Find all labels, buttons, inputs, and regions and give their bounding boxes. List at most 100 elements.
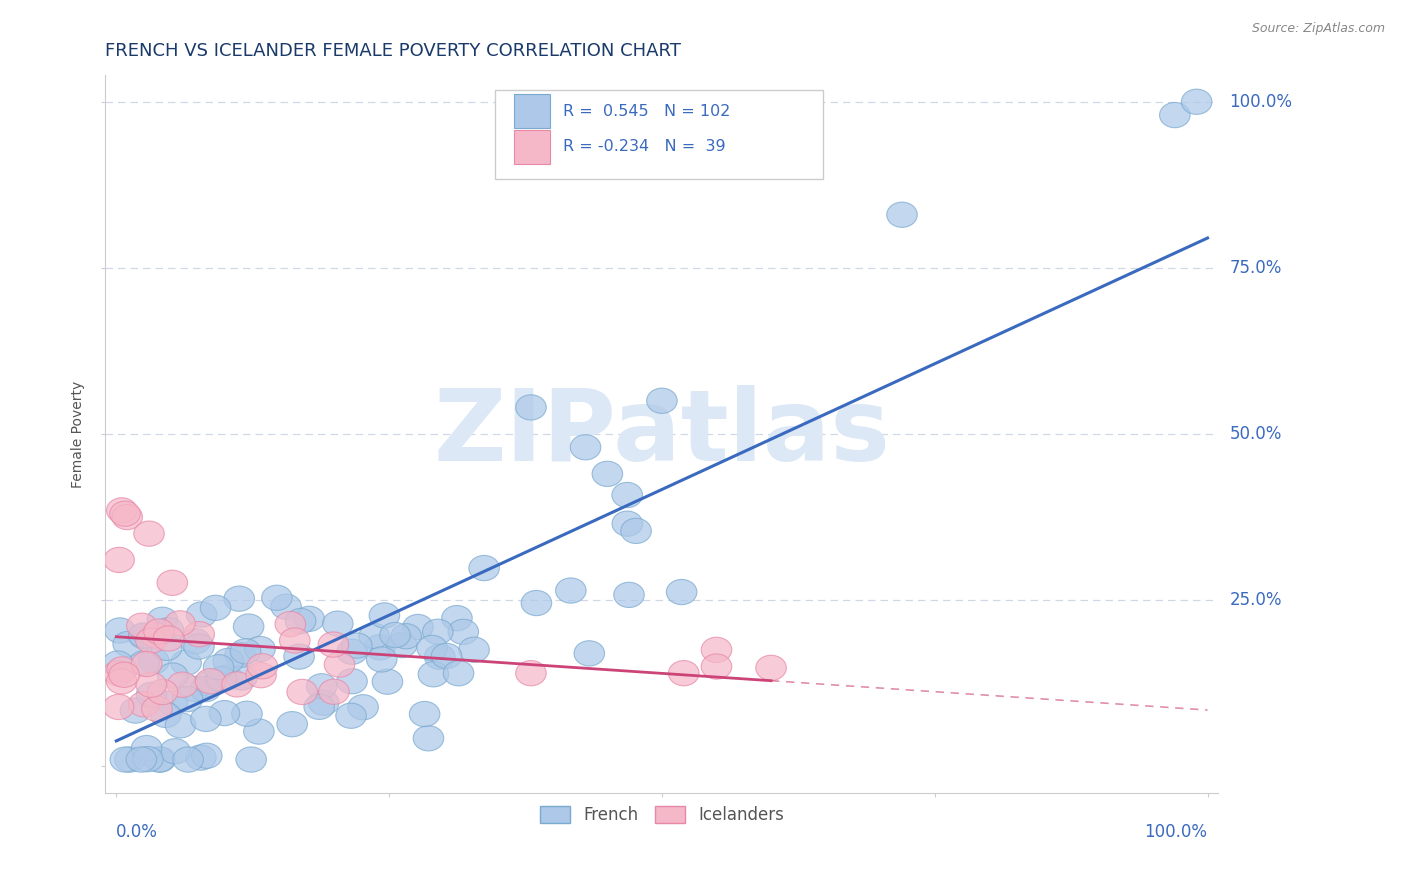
Ellipse shape [308, 690, 339, 715]
Ellipse shape [231, 639, 262, 664]
Ellipse shape [304, 694, 335, 720]
Ellipse shape [179, 676, 209, 701]
Ellipse shape [1181, 89, 1212, 114]
Ellipse shape [157, 663, 188, 689]
Ellipse shape [277, 712, 308, 737]
Ellipse shape [276, 612, 305, 637]
Ellipse shape [592, 461, 623, 486]
Ellipse shape [702, 637, 731, 663]
Ellipse shape [173, 687, 202, 712]
Ellipse shape [103, 694, 134, 720]
Ellipse shape [364, 635, 395, 660]
Ellipse shape [104, 618, 135, 643]
Ellipse shape [157, 690, 188, 716]
Ellipse shape [391, 624, 422, 648]
Ellipse shape [204, 655, 233, 680]
Ellipse shape [322, 611, 353, 636]
Ellipse shape [416, 635, 447, 661]
Ellipse shape [271, 594, 301, 619]
Ellipse shape [103, 661, 134, 686]
Ellipse shape [284, 644, 315, 669]
Ellipse shape [107, 657, 138, 682]
Ellipse shape [127, 747, 156, 772]
Ellipse shape [120, 698, 150, 723]
Ellipse shape [402, 615, 433, 640]
Ellipse shape [132, 747, 163, 772]
Ellipse shape [191, 706, 221, 731]
Ellipse shape [148, 680, 177, 705]
Ellipse shape [127, 613, 157, 639]
Ellipse shape [423, 619, 453, 644]
Ellipse shape [136, 682, 167, 707]
Text: 75.0%: 75.0% [1230, 259, 1282, 277]
Text: 100.0%: 100.0% [1144, 823, 1208, 841]
Ellipse shape [107, 669, 136, 694]
Ellipse shape [236, 747, 267, 772]
Ellipse shape [139, 648, 169, 673]
Ellipse shape [246, 663, 277, 688]
Ellipse shape [233, 614, 264, 640]
Ellipse shape [224, 586, 254, 611]
Ellipse shape [184, 634, 214, 659]
Ellipse shape [370, 603, 399, 628]
Ellipse shape [115, 747, 145, 772]
Ellipse shape [285, 608, 316, 633]
Ellipse shape [287, 680, 318, 705]
Ellipse shape [212, 665, 242, 690]
Ellipse shape [614, 582, 644, 607]
Ellipse shape [128, 691, 159, 717]
Ellipse shape [612, 511, 643, 536]
Ellipse shape [702, 654, 731, 679]
Ellipse shape [574, 640, 605, 666]
Ellipse shape [134, 521, 165, 546]
Ellipse shape [152, 635, 181, 660]
Ellipse shape [425, 644, 456, 669]
Ellipse shape [186, 745, 217, 770]
Ellipse shape [104, 548, 135, 573]
Ellipse shape [107, 498, 136, 523]
Ellipse shape [170, 650, 201, 675]
Ellipse shape [190, 676, 221, 702]
Ellipse shape [165, 611, 195, 636]
Ellipse shape [432, 643, 463, 669]
Text: FRENCH VS ICELANDER FEMALE POVERTY CORRELATION CHART: FRENCH VS ICELANDER FEMALE POVERTY CORRE… [105, 42, 682, 60]
Ellipse shape [209, 700, 239, 726]
Ellipse shape [187, 602, 217, 627]
Ellipse shape [336, 703, 367, 729]
Legend: French, Icelanders: French, Icelanders [533, 799, 790, 831]
Ellipse shape [280, 628, 311, 653]
Ellipse shape [516, 395, 547, 420]
Ellipse shape [756, 656, 786, 681]
Ellipse shape [887, 202, 917, 227]
Ellipse shape [668, 661, 699, 686]
Ellipse shape [141, 623, 172, 648]
Ellipse shape [458, 637, 489, 663]
Ellipse shape [647, 388, 678, 413]
Ellipse shape [128, 623, 159, 648]
Ellipse shape [243, 719, 274, 744]
Ellipse shape [307, 673, 337, 699]
Ellipse shape [347, 695, 378, 720]
Ellipse shape [180, 629, 211, 654]
Ellipse shape [449, 619, 478, 645]
Ellipse shape [387, 632, 418, 657]
Ellipse shape [136, 673, 166, 698]
Text: R = -0.234   N =  39: R = -0.234 N = 39 [562, 139, 725, 154]
Ellipse shape [128, 624, 159, 649]
Ellipse shape [143, 747, 174, 772]
Ellipse shape [294, 607, 325, 632]
Text: 100.0%: 100.0% [1230, 93, 1292, 111]
Ellipse shape [194, 671, 225, 697]
Ellipse shape [247, 654, 277, 679]
Y-axis label: Female Poverty: Female Poverty [72, 380, 86, 488]
Ellipse shape [443, 661, 474, 686]
Ellipse shape [142, 697, 172, 722]
Ellipse shape [522, 591, 551, 615]
Ellipse shape [612, 483, 643, 508]
Ellipse shape [103, 651, 134, 676]
Ellipse shape [145, 747, 176, 772]
Text: Source: ZipAtlas.com: Source: ZipAtlas.com [1251, 22, 1385, 36]
Ellipse shape [131, 651, 162, 677]
Ellipse shape [1160, 103, 1189, 128]
Ellipse shape [342, 633, 373, 658]
